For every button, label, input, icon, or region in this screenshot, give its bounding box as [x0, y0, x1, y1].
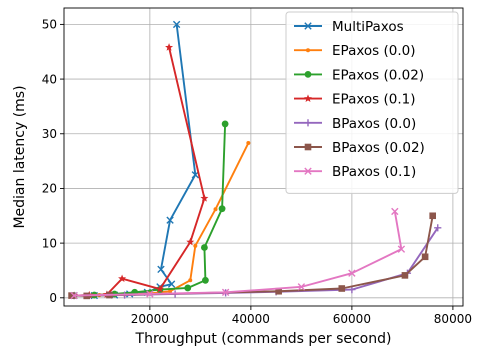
plot-frame [63, 7, 464, 307]
legend-label-epaxos-0-1: EPaxos (0.1) [332, 92, 416, 108]
series-multipaxos [70, 20, 200, 300]
series-bpaxos-0-1 [70, 207, 406, 300]
data-point-multipaxos [172, 20, 181, 29]
series-line-multipaxos [74, 24, 197, 297]
data-point-multipaxos [157, 265, 165, 274]
y-tick-label: 50 [42, 18, 57, 32]
series-line-bpaxos-0-1 [74, 211, 403, 297]
legend-label-bpaxos-0-02: BPaxos (0.02) [332, 140, 425, 156]
legend-entry-bpaxos-0-1: BPaxos (0.1) [294, 164, 416, 180]
y-axis-title: Median latency (ms) [12, 85, 28, 228]
x-tick-label: 40000 [232, 312, 270, 326]
data-point-bpaxos-0-02 [421, 253, 429, 261]
data-point-epaxos-0-1 [118, 274, 127, 283]
axis-ticks: 20000 40000 60000 80000 0 10 20 30 40 50 [42, 18, 472, 326]
legend-marker-bpaxos-0-02 [304, 143, 312, 151]
legend-marker-epaxos-0-02 [304, 71, 312, 78]
y-tick-label: 30 [42, 127, 57, 141]
data-point-bpaxos-0-02 [68, 292, 75, 299]
legend-entry-epaxos-0-1: EPaxos (0.1) [294, 92, 416, 108]
series-bpaxos-0-02 [68, 212, 436, 300]
legend-label-epaxos-0-02: EPaxos (0.02) [332, 67, 424, 83]
data-point-bpaxos-0-02 [275, 287, 282, 295]
y-tick-label: 10 [42, 236, 57, 250]
data-point-bpaxos-0-1 [297, 283, 306, 291]
legend-entry-epaxos-0-0: EPaxos (0.0) [294, 43, 416, 59]
data-point-epaxos-0-0 [168, 289, 173, 294]
data-point-epaxos-0-1 [155, 284, 164, 293]
data-point-epaxos-0-0 [193, 243, 198, 248]
data-point-bpaxos-0-02 [429, 212, 436, 220]
legend-label-epaxos-0-0: EPaxos (0.0) [332, 43, 416, 59]
legend-label-multipaxos: MultiPaxos [332, 19, 404, 35]
legend-marker-bpaxos-0-0 [304, 119, 312, 127]
legend-entry-multipaxos: MultiPaxos [294, 19, 404, 35]
legend-marker-multipaxos [304, 22, 312, 30]
x-axis-title: Throughput (commands per second) [135, 331, 392, 347]
data-point-multipaxos [167, 280, 176, 288]
legend-entry-bpaxos-0-0: BPaxos (0.0) [294, 116, 416, 132]
series-epaxos-0-1 [70, 43, 209, 300]
legend: MultiPaxos EPaxos (0.0) EPaxos (0.02) EPaxo… [285, 11, 459, 194]
data-point-epaxos-0-02 [202, 276, 209, 284]
series-line-epaxos-0-0 [74, 142, 250, 297]
legend-box [285, 11, 459, 194]
data-point-bpaxos-0-02 [401, 272, 409, 279]
legend-label-bpaxos-0-0: BPaxos (0.0) [332, 116, 416, 132]
series-line-bpaxos-0-0 [74, 227, 439, 297]
data-point-epaxos-0-02 [201, 244, 208, 251]
y-tick-label: 20 [42, 182, 57, 196]
data-point-epaxos-0-1 [200, 194, 209, 202]
data-point-epaxos-0-0 [246, 141, 251, 146]
y-tick-label: 40 [42, 72, 57, 86]
x-tick-label: 80000 [434, 312, 472, 326]
data-point-epaxos-0-02 [184, 284, 192, 292]
data-point-bpaxos-0-1 [348, 269, 356, 277]
legend-entry-bpaxos-0-02: BPaxos (0.02) [294, 140, 425, 156]
series-bpaxos-0-0 [70, 224, 442, 300]
data-point-epaxos-0-1 [165, 43, 174, 51]
data-point-bpaxos-0-1 [70, 291, 78, 300]
x-tick-label: 20000 [131, 312, 169, 326]
data-point-epaxos-0-1 [186, 237, 195, 246]
data-point-epaxos-0-02 [218, 205, 226, 213]
data-point-bpaxos-0-1 [221, 288, 230, 297]
data-point-multipaxos [166, 216, 174, 224]
legend-label-bpaxos-0-1: BPaxos (0.1) [332, 164, 416, 180]
legend-marker-epaxos-0-0 [306, 48, 310, 53]
series-lines [68, 20, 442, 300]
data-point-bpaxos-0-0 [434, 224, 442, 232]
legend-marker-epaxos-0-1 [304, 94, 312, 102]
legend-entry-epaxos-0-02: EPaxos (0.02) [294, 67, 424, 83]
x-tick-label: 60000 [333, 312, 371, 326]
legend-marker-bpaxos-0-1 [304, 167, 312, 175]
data-point-bpaxos-0-1 [397, 245, 406, 253]
data-point-epaxos-0-0 [188, 278, 193, 283]
data-point-bpaxos-0-02 [338, 285, 346, 292]
data-point-epaxos-0-0 [213, 207, 218, 212]
series-line-bpaxos-0-02 [71, 215, 434, 297]
y-tick-label: 0 [49, 291, 57, 305]
data-point-epaxos-0-02 [221, 120, 229, 128]
data-point-bpaxos-0-1 [391, 207, 399, 216]
data-point-bpaxos-0-1 [146, 290, 154, 298]
